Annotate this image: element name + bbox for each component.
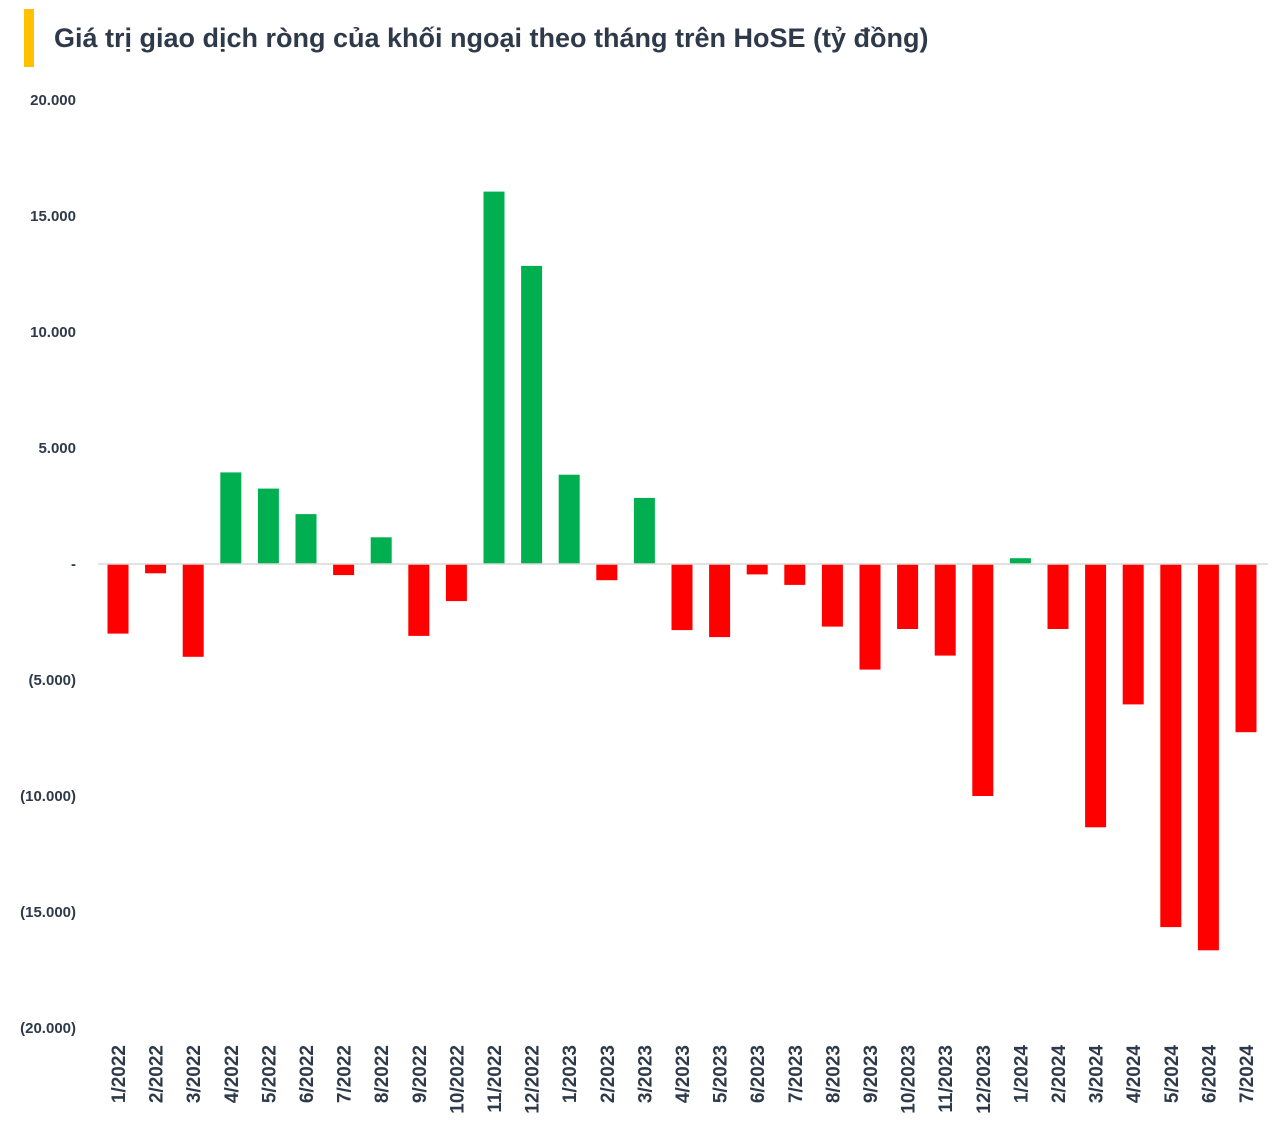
bar-12/2023 [972, 564, 994, 796]
x-tick-label: 5/2024 [1162, 1045, 1183, 1104]
x-tick-label: 11/2023 [936, 1045, 957, 1113]
chart-header: Giá trị giao dịch ròng của khối ngoại th… [24, 8, 929, 68]
bar-4/2024 [1122, 564, 1144, 705]
bar-10/2022 [445, 564, 467, 602]
x-tick-label: 10/2022 [447, 1045, 468, 1114]
y-tick-label: (20.000) [20, 1020, 76, 1037]
bar-6/2023 [746, 564, 768, 575]
bar-5/2022 [257, 488, 279, 564]
bar-12/2022 [521, 265, 543, 564]
x-tick-label: 10/2023 [899, 1045, 920, 1114]
x-tick-label: 5/2023 [711, 1045, 732, 1103]
x-tick-label: 1/2024 [1011, 1045, 1032, 1104]
bar-1/2024 [1009, 558, 1031, 564]
x-tick-label: 6/2023 [748, 1045, 769, 1103]
title-accent-bar [24, 9, 34, 67]
x-tick-label: 1/2023 [560, 1045, 581, 1103]
x-tick-label: 3/2024 [1087, 1045, 1108, 1104]
y-tick-label: 5.000 [38, 440, 76, 457]
bar-4/2022 [220, 472, 242, 564]
x-tick-label: 2/2023 [598, 1045, 619, 1103]
x-tick-label: 3/2022 [184, 1045, 205, 1103]
bar-2/2023 [596, 564, 618, 581]
x-tick-label: 9/2023 [861, 1045, 882, 1103]
x-tick-label: 8/2023 [823, 1045, 844, 1103]
bar-6/2024 [1197, 564, 1219, 951]
x-tick-label: 11/2022 [485, 1045, 506, 1113]
bar-3/2024 [1085, 564, 1107, 828]
bar-7/2024 [1235, 564, 1257, 733]
bar-5/2023 [709, 564, 731, 638]
x-tick-label: 9/2022 [410, 1045, 431, 1103]
bar-4/2023 [671, 564, 693, 631]
x-tick-label: 4/2022 [222, 1045, 243, 1103]
x-tick-label: 4/2023 [673, 1045, 694, 1103]
y-tick-label: - [71, 556, 76, 573]
bar-3/2022 [182, 564, 204, 657]
x-tick-label: 5/2022 [259, 1045, 280, 1103]
y-tick-label: (10.000) [20, 788, 76, 805]
x-tick-label: 7/2023 [786, 1045, 807, 1103]
x-tick-label: 6/2022 [297, 1045, 318, 1103]
y-tick-label: 20.000 [30, 92, 76, 109]
bar-8/2023 [821, 564, 843, 627]
x-tick-label: 4/2024 [1124, 1045, 1145, 1104]
bar-9/2023 [859, 564, 881, 670]
y-tick-label: 15.000 [30, 208, 76, 225]
x-tick-label: 8/2022 [372, 1045, 393, 1103]
bar-1/2023 [558, 474, 580, 564]
y-tick-label: (15.000) [20, 904, 76, 921]
bar-8/2022 [370, 537, 392, 564]
bar-9/2022 [408, 564, 430, 636]
bar-10/2023 [897, 564, 919, 629]
x-axis-ticks: 1/2022 2/2022 3/2022 4/2022 5/2022 6/2022 7/20… [109, 1045, 1258, 1114]
x-tick-label: 2/2022 [147, 1045, 168, 1103]
x-tick-label: 7/2022 [335, 1045, 356, 1103]
y-axis-ticks: 20.000 15.000 10.000 5.000 - (5.000) (10.000) (… [20, 92, 76, 1037]
y-tick-label: 10.000 [30, 324, 76, 341]
bar-11/2022 [483, 191, 505, 564]
bar-7/2022 [333, 564, 355, 576]
x-tick-label: 7/2024 [1237, 1045, 1258, 1104]
bar-2/2024 [1047, 564, 1069, 629]
x-tick-label: 12/2022 [523, 1045, 544, 1114]
bar-2/2022 [145, 564, 167, 574]
bar-3/2023 [633, 497, 655, 564]
chart-title: Giá trị giao dịch ròng của khối ngoại th… [54, 22, 929, 53]
x-tick-label: 1/2022 [109, 1045, 130, 1103]
x-tick-label: 3/2023 [635, 1045, 656, 1103]
bar-6/2022 [295, 514, 317, 564]
bar-7/2023 [784, 564, 806, 585]
bar-5/2024 [1160, 564, 1182, 928]
x-tick-label: 6/2024 [1199, 1045, 1220, 1104]
y-tick-label: (5.000) [28, 672, 76, 689]
x-tick-label: 2/2024 [1049, 1045, 1070, 1104]
bars-group [107, 191, 1257, 951]
bar-1/2022 [107, 564, 129, 634]
bar-11/2023 [934, 564, 956, 656]
x-tick-label: 12/2023 [974, 1045, 995, 1114]
